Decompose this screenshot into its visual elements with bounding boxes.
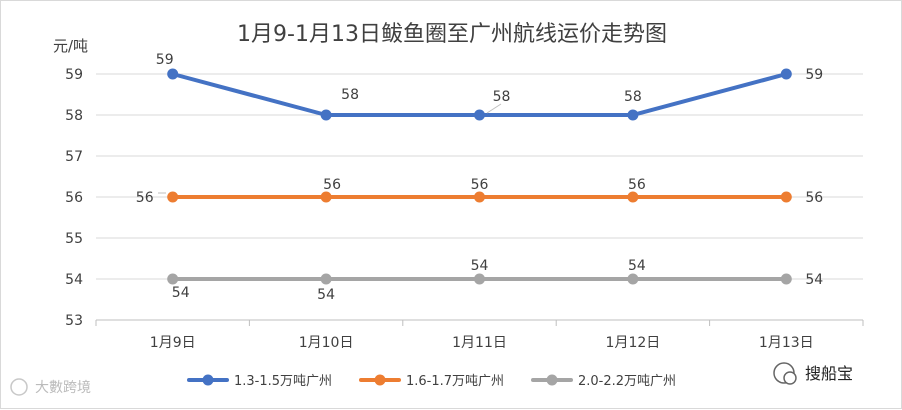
y-tick-label: 56 bbox=[65, 190, 83, 206]
data-label: 59 bbox=[805, 67, 823, 83]
x-tick-label: 1月13日 bbox=[759, 335, 814, 351]
data-point bbox=[627, 273, 639, 285]
data-point bbox=[320, 109, 332, 121]
data-point bbox=[320, 273, 332, 285]
watermark-left-text: 大數跨境 bbox=[35, 380, 91, 396]
data-label: 56 bbox=[805, 190, 823, 206]
data-point bbox=[167, 273, 179, 285]
legend-label: 2.0-2.2万吨广州 bbox=[578, 374, 676, 389]
data-label: 54 bbox=[471, 258, 489, 274]
data-label: 56 bbox=[471, 177, 489, 193]
data-point bbox=[474, 191, 485, 203]
data-point bbox=[627, 109, 639, 121]
x-tick-label: 1月11日 bbox=[452, 335, 507, 351]
data-point bbox=[320, 191, 332, 203]
x-tick-label: 1月9日 bbox=[150, 335, 196, 351]
x-axis: 53 54 55 56 57 58 59 1月9日 1月10日 1月11日 1月12日 1月13日 bbox=[65, 67, 864, 351]
legend-swatch-marker bbox=[546, 374, 558, 386]
data-label: 56 bbox=[628, 177, 646, 193]
label-leader-line bbox=[486, 103, 502, 114]
data-labels: 59 58 58 58 59 56 56 56 56 56 54 54 54 54 54 bbox=[136, 52, 824, 303]
watermark-right: 搜船宝 bbox=[773, 362, 853, 385]
y-tick-label: 59 bbox=[65, 67, 83, 83]
data-point bbox=[474, 109, 485, 121]
data-label: 54 bbox=[172, 285, 190, 301]
wechat-icon-inner bbox=[783, 371, 797, 385]
data-label: 58 bbox=[624, 89, 642, 105]
y-tick-label: 57 bbox=[65, 149, 83, 165]
data-label: 54 bbox=[317, 287, 335, 303]
y-tick-label: 55 bbox=[65, 231, 83, 247]
legend-label: 1.6-1.7万吨广州 bbox=[406, 374, 504, 389]
legend-label: 1.3-1.5万吨广州 bbox=[234, 374, 332, 389]
data-point bbox=[167, 191, 179, 203]
data-label: 58 bbox=[341, 87, 359, 103]
y-axis-unit: 元/吨 bbox=[53, 37, 88, 55]
chart-title: 1月9-1月13日鲅鱼圈至广州航线运价走势图 bbox=[237, 22, 667, 47]
data-label: 54 bbox=[628, 258, 646, 274]
data-point bbox=[474, 273, 485, 285]
y-tick-label: 54 bbox=[65, 272, 83, 288]
legend-swatch-marker bbox=[202, 374, 214, 386]
watermark-right-text: 搜船宝 bbox=[805, 364, 853, 383]
data-point bbox=[780, 191, 792, 203]
series-layer bbox=[167, 68, 792, 285]
series-line bbox=[170, 72, 789, 117]
data-label: 59 bbox=[156, 52, 174, 68]
data-point bbox=[780, 68, 792, 80]
x-tick-label: 1月12日 bbox=[606, 335, 661, 351]
data-label: 56 bbox=[136, 190, 154, 206]
y-tick-label: 53 bbox=[65, 313, 83, 329]
y-tick-label: 58 bbox=[65, 108, 83, 124]
x-tick-label: 1月10日 bbox=[299, 335, 354, 351]
legend: 1.3-1.5万吨广州 1.6-1.7万吨广州 2.0-2.2万吨广州 bbox=[187, 374, 676, 389]
data-label: 54 bbox=[805, 272, 823, 288]
data-point bbox=[167, 68, 179, 80]
data-label: 58 bbox=[493, 89, 511, 105]
watermark-left: 大數跨境 bbox=[10, 378, 91, 396]
data-point bbox=[627, 191, 639, 203]
data-label: 56 bbox=[323, 177, 341, 193]
watermark-logo-icon bbox=[10, 378, 28, 396]
legend-swatch-marker bbox=[374, 374, 386, 386]
data-point bbox=[780, 273, 792, 285]
